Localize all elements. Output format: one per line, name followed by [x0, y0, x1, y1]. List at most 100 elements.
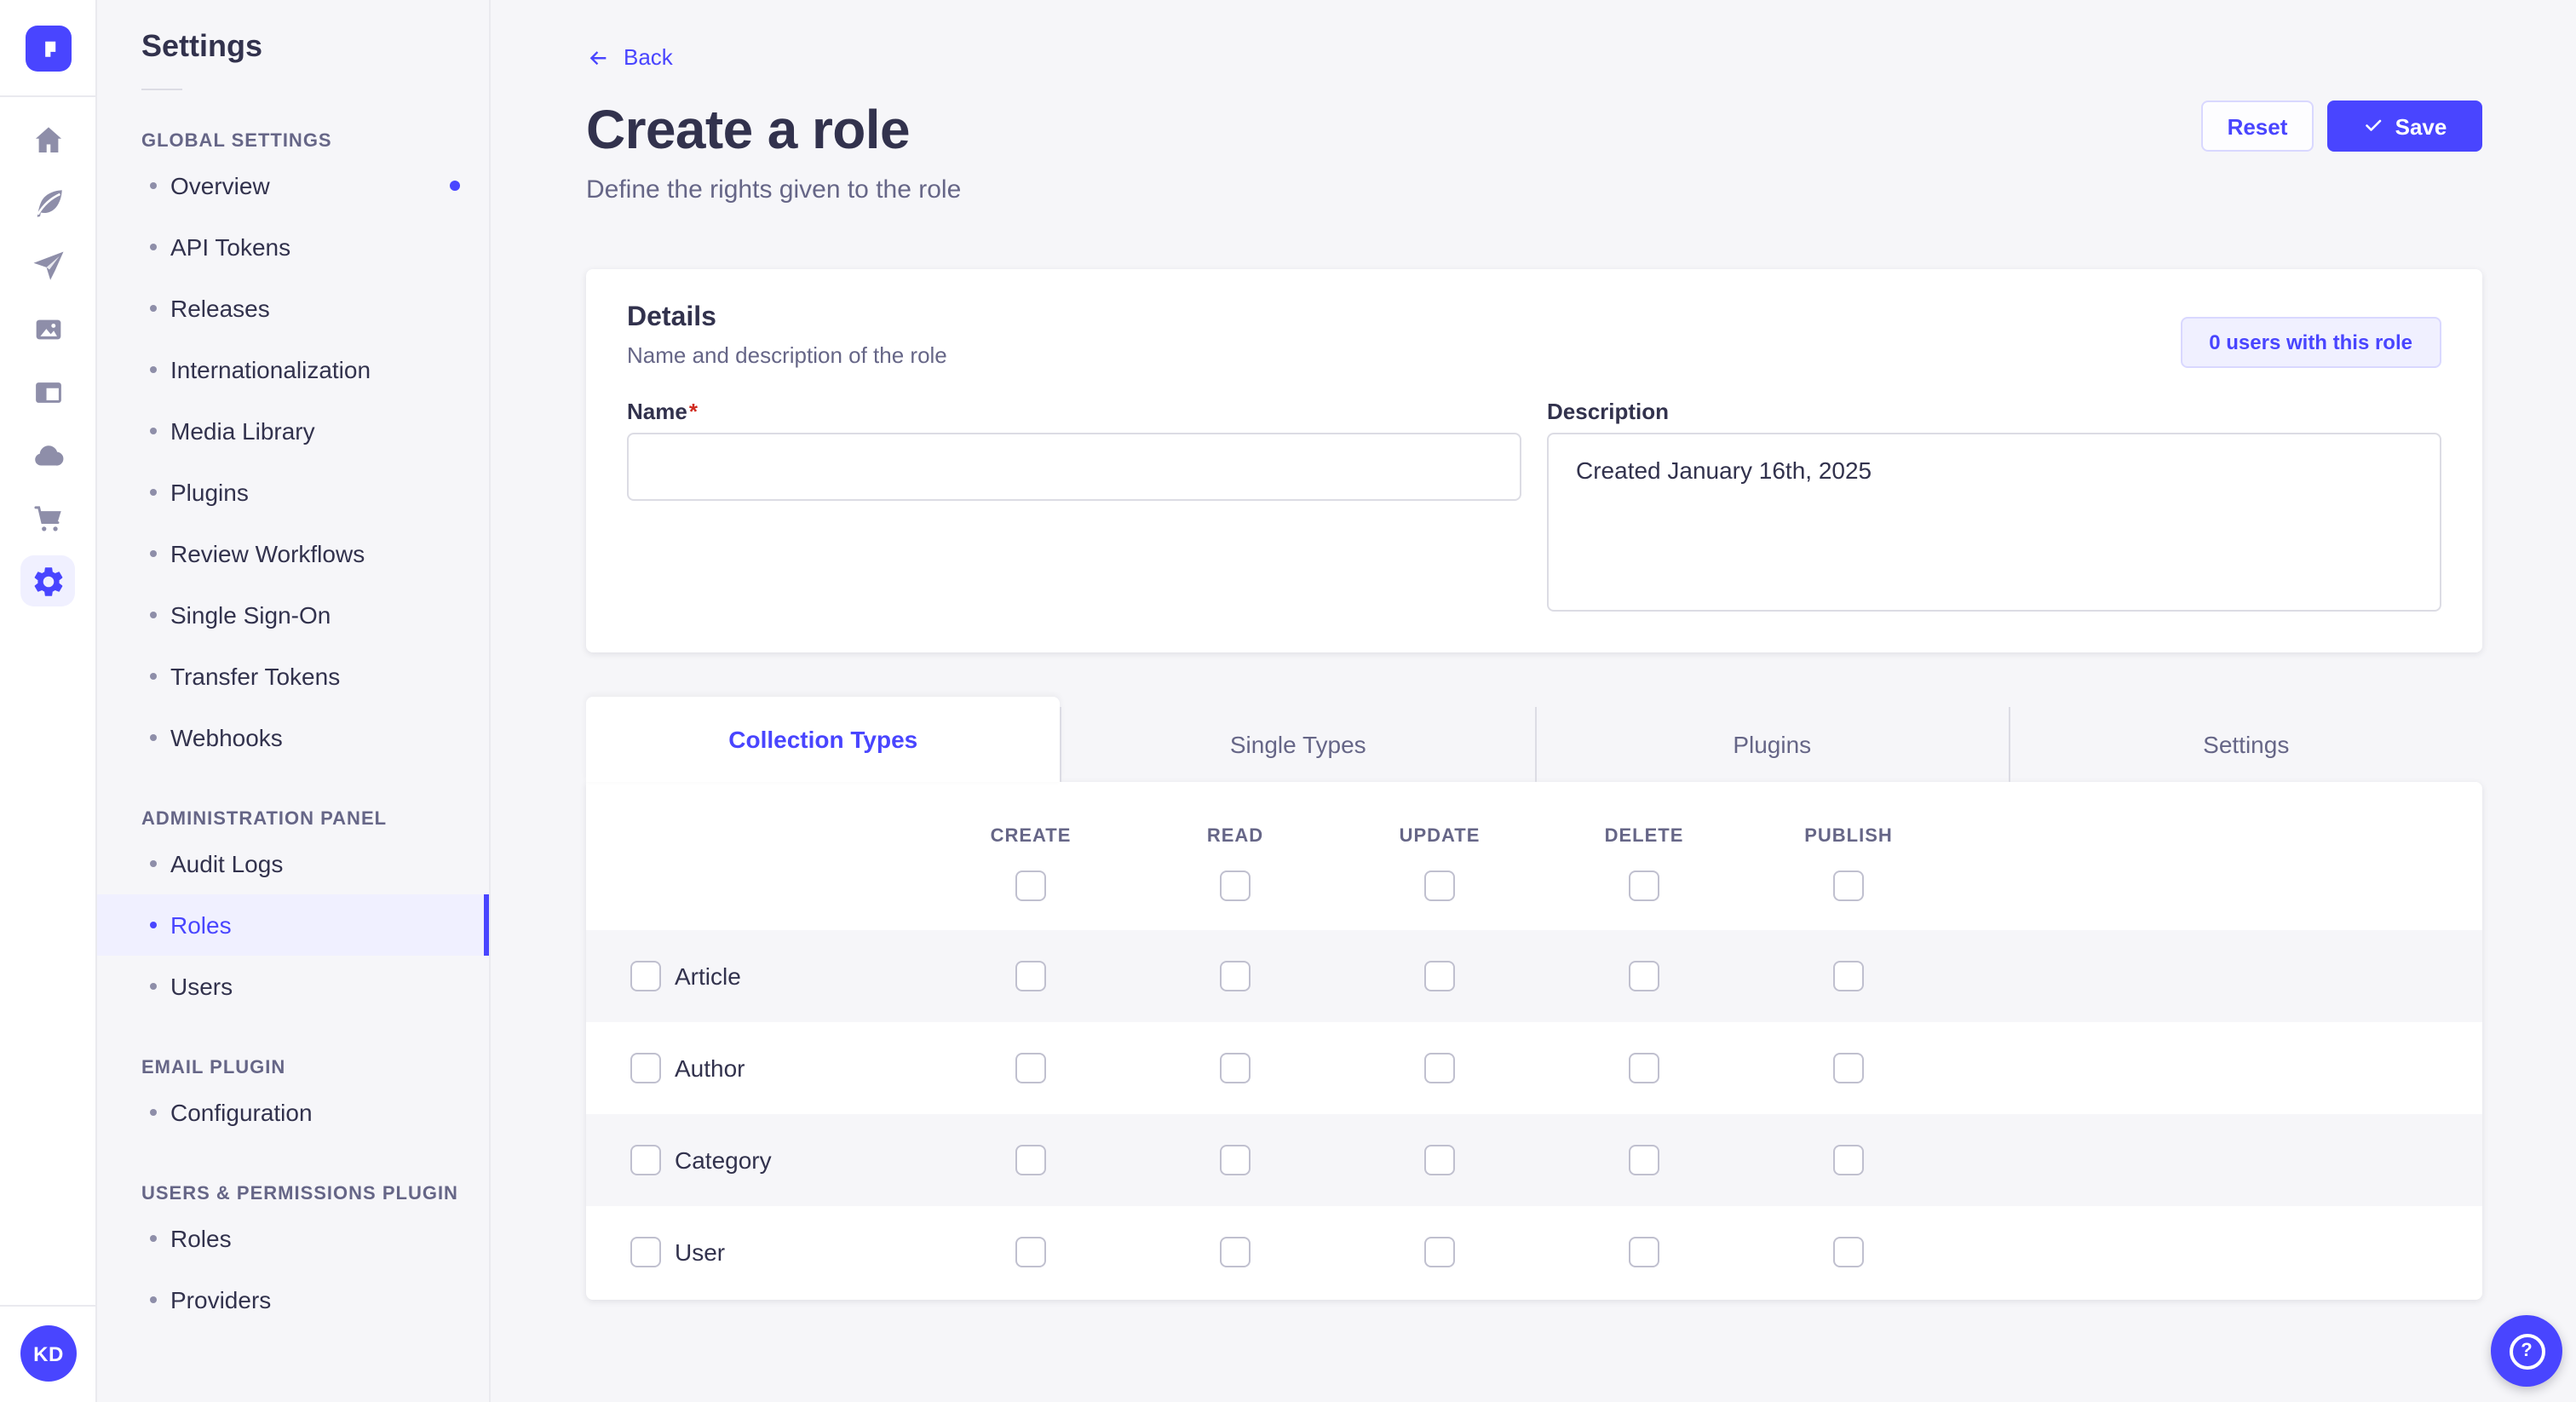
section-label-users-permissions-plugin: USERS & PERMISSIONS PLUGIN [141, 1184, 458, 1204]
reset-button[interactable]: Reset [2201, 101, 2314, 152]
nav-item-label: Users [170, 973, 233, 1000]
column-header-row: CREATE READ UPDATE DELETE PUBLISH [586, 825, 2482, 846]
back-link[interactable]: Back [586, 44, 673, 70]
nav-item-label: API Tokens [170, 233, 291, 261]
back-arrow-icon [589, 50, 607, 65]
page-title: Create a role [586, 98, 911, 159]
sidebar-item-audit-logs[interactable]: Audit Logs [97, 833, 489, 894]
sidebar-item-roles-active[interactable]: Roles [97, 894, 489, 956]
checkbox-author-delete[interactable] [1629, 1052, 1659, 1083]
help-button[interactable]: ? [2491, 1315, 2562, 1387]
gear-icon[interactable] [20, 555, 75, 606]
sidebar-item-internationalization[interactable]: Internationalization [97, 339, 489, 400]
tab-plugins[interactable]: Plugins [1534, 706, 2009, 781]
checkbox-category-create[interactable] [1015, 1145, 1046, 1176]
row-select-checkbox-article[interactable] [630, 960, 661, 991]
permissions-section: Collection Types Single Types Plugins Se… [586, 696, 2482, 1299]
nav-item-label: Overview [170, 172, 270, 199]
tab-settings[interactable]: Settings [2008, 706, 2483, 781]
checkbox-category-update[interactable] [1424, 1145, 1455, 1176]
sidebar-item-overview[interactable]: Overview [97, 155, 489, 216]
select-all-update-checkbox[interactable] [1424, 870, 1455, 900]
tab-single-types[interactable]: Single Types [1060, 706, 1535, 781]
permissions-table: CREATE READ UPDATE DELETE PUBLISH [586, 781, 2482, 1299]
select-all-create-checkbox[interactable] [1015, 870, 1046, 900]
select-all-publish-checkbox[interactable] [1833, 870, 1864, 900]
nav-item-label: Single Sign-On [170, 601, 331, 629]
main-content: Back Create a role Define the rights giv… [491, 0, 2576, 1402]
column-header-update: UPDATE [1399, 825, 1481, 846]
media-library-icon[interactable] [20, 303, 75, 354]
checkbox-article-read[interactable] [1220, 960, 1251, 991]
user-avatar[interactable]: KD [20, 1325, 77, 1382]
sidebar-item-configuration[interactable]: Configuration [97, 1082, 489, 1143]
checkbox-user-publish[interactable] [1833, 1237, 1864, 1268]
row-select-checkbox-author[interactable] [630, 1052, 661, 1083]
cloud-icon[interactable] [20, 429, 75, 480]
required-asterisk: * [688, 398, 698, 423]
nav-item-label: Transfer Tokens [170, 663, 341, 690]
description-textarea[interactable]: Created January 16th, 2025 [1547, 432, 2441, 611]
checkbox-category-read[interactable] [1220, 1145, 1251, 1176]
sidebar-item-webhooks[interactable]: Webhooks [97, 707, 489, 768]
feather-icon[interactable] [20, 177, 75, 228]
checkbox-user-update[interactable] [1424, 1237, 1455, 1268]
permissions-tabs: Collection Types Single Types Plugins Se… [586, 696, 2482, 781]
notification-dot [450, 181, 460, 191]
checkbox-article-create[interactable] [1015, 960, 1046, 991]
layout-icon[interactable] [20, 366, 75, 417]
sidebar-item-api-tokens[interactable]: API Tokens [97, 216, 489, 278]
nav-item-label: Providers [170, 1286, 272, 1313]
strapi-logo[interactable] [25, 25, 71, 71]
section-label-global-settings: GLOBAL SETTINGS [141, 131, 332, 152]
save-button[interactable]: Save [2327, 101, 2482, 152]
checkbox-user-delete[interactable] [1629, 1237, 1659, 1268]
name-input[interactable] [627, 432, 1521, 500]
row-label: Category [675, 1146, 772, 1175]
checkbox-author-update[interactable] [1424, 1052, 1455, 1083]
users-with-role-badge[interactable]: 0 users with this role [2180, 316, 2441, 367]
checkbox-author-read[interactable] [1220, 1052, 1251, 1083]
name-label: Name * [627, 398, 698, 423]
sidebar-item-up-providers[interactable]: Providers [97, 1269, 489, 1330]
checkbox-user-create[interactable] [1015, 1237, 1046, 1268]
row-select-checkbox-user[interactable] [630, 1237, 661, 1268]
table-row-category: Category [586, 1114, 2482, 1207]
row-label: Article [675, 962, 741, 990]
sidebar-item-review-workflows[interactable]: Review Workflows [97, 523, 489, 584]
sidebar-item-plugins[interactable]: Plugins [97, 462, 489, 523]
checkbox-category-publish[interactable] [1833, 1145, 1864, 1176]
checkbox-article-publish[interactable] [1833, 960, 1864, 991]
select-all-delete-checkbox[interactable] [1629, 870, 1659, 900]
checkbox-author-publish[interactable] [1833, 1052, 1864, 1083]
checkbox-author-create[interactable] [1015, 1052, 1046, 1083]
cart-icon[interactable] [20, 492, 75, 543]
details-card: Details Name and description of the role… [586, 268, 2482, 652]
row-label: User [675, 1238, 726, 1267]
select-all-row [586, 870, 2482, 900]
sidebar-item-users[interactable]: Users [97, 956, 489, 1017]
sidebar-item-releases[interactable]: Releases [97, 278, 489, 339]
sidebar-item-transfer-tokens[interactable]: Transfer Tokens [97, 646, 489, 707]
sidebar-item-up-roles[interactable]: Roles [97, 1208, 489, 1269]
home-icon[interactable] [20, 114, 75, 165]
row-select-checkbox-category[interactable] [630, 1145, 661, 1176]
table-row-user: User [586, 1207, 2482, 1300]
checkbox-user-read[interactable] [1220, 1237, 1251, 1268]
checkbox-category-delete[interactable] [1629, 1145, 1659, 1176]
page-subtitle: Define the rights given to the role [586, 175, 962, 204]
section-label-administration-panel: ADMINISTRATION PANEL [141, 809, 388, 830]
paper-plane-icon[interactable] [20, 240, 75, 291]
tab-collection-types[interactable]: Collection Types [586, 696, 1061, 781]
sidebar-item-media-library[interactable]: Media Library [97, 400, 489, 462]
details-subtitle: Name and description of the role [627, 342, 947, 367]
section-label-email-plugin: EMAIL PLUGIN [141, 1058, 286, 1078]
nav-item-label: Webhooks [170, 724, 283, 751]
settings-sub-nav: Settings GLOBAL SETTINGS Overview API To… [97, 0, 491, 1402]
select-all-read-checkbox[interactable] [1220, 870, 1251, 900]
checkbox-article-update[interactable] [1424, 960, 1455, 991]
sidebar-item-single-sign-on[interactable]: Single Sign-On [97, 584, 489, 646]
checkbox-article-delete[interactable] [1629, 960, 1659, 991]
column-header-publish: PUBLISH [1804, 825, 1893, 846]
